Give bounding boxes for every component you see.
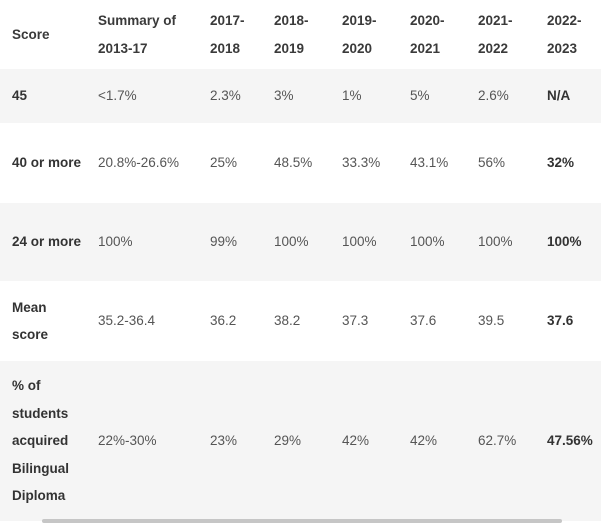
table-cell: 35.2-36.4 bbox=[98, 313, 156, 329]
table-cell: 2.3% bbox=[210, 88, 241, 104]
row-label: Mean score bbox=[12, 299, 49, 343]
column-header-2020-2021: 2020-2021 bbox=[410, 13, 445, 56]
column-header-2019-2020: 2019-2020 bbox=[342, 13, 377, 56]
table-cell: 37.6 bbox=[547, 313, 574, 329]
table-cell: 5% bbox=[410, 88, 430, 104]
table-cell: <1.7% bbox=[98, 88, 137, 104]
horizontal-scrollbar[interactable] bbox=[42, 519, 562, 523]
table-cell: 29% bbox=[274, 433, 302, 449]
table-cell: 22%-30% bbox=[98, 433, 157, 449]
table-cell: 42% bbox=[410, 433, 438, 449]
table-cell: 99% bbox=[210, 234, 238, 250]
row-label: % of students acquired Bilingual Diploma bbox=[12, 378, 69, 504]
table-cell: 62.7% bbox=[478, 433, 517, 449]
table-cell: 100% bbox=[98, 234, 133, 250]
column-header-score: Score bbox=[12, 26, 50, 42]
table-cell: 23% bbox=[210, 433, 238, 449]
table-cell: 37.6 bbox=[410, 313, 437, 329]
table-cell: 43.1% bbox=[410, 155, 449, 171]
table-cell: 36.2 bbox=[210, 313, 237, 329]
table-cell: 56% bbox=[478, 155, 506, 171]
table-cell: 100% bbox=[274, 234, 309, 250]
table-cell: 39.5 bbox=[478, 313, 505, 329]
table-cell: 100% bbox=[547, 234, 582, 250]
table-cell: 100% bbox=[342, 234, 377, 250]
row-label: 24 or more bbox=[12, 234, 82, 250]
column-header-2018-2019: 2018-2019 bbox=[274, 13, 309, 56]
table-cell: 1% bbox=[342, 88, 362, 104]
row-label: 45 bbox=[12, 88, 28, 104]
table-cell: 100% bbox=[410, 234, 445, 250]
column-header-2021-2022: 2021-2022 bbox=[478, 13, 513, 56]
table-row: 45 <1.7% 2.3% 3% 1% 5% 2.6% N/A bbox=[0, 69, 601, 123]
table-cell: 32% bbox=[547, 155, 575, 171]
table-row: 24 or more 100% 99% 100% 100% 100% 100% … bbox=[0, 203, 601, 281]
table-cell: 33.3% bbox=[342, 155, 381, 171]
table-row: % of students acquired Bilingual Diploma… bbox=[0, 361, 601, 521]
table-row: 40 or more 20.8%-26.6% 25% 48.5% 33.3% 4… bbox=[0, 123, 601, 203]
table-cell: 20.8%-26.6% bbox=[98, 155, 180, 171]
table-header-row: Score Summary of 2013-17 2017-2018 2018-… bbox=[0, 0, 601, 69]
table-cell: 38.2 bbox=[274, 313, 301, 329]
table-cell: 3% bbox=[274, 88, 294, 104]
row-label: 40 or more bbox=[12, 155, 82, 171]
table-cell: 100% bbox=[478, 234, 513, 250]
table-cell: 37.3 bbox=[342, 313, 369, 329]
column-header-2022-2023: 2022-2023 bbox=[547, 13, 582, 56]
column-header-summary: Summary of 2013-17 bbox=[98, 13, 177, 56]
table-cell: 25% bbox=[210, 155, 238, 171]
table-cell: 42% bbox=[342, 433, 370, 449]
table-cell: N/A bbox=[547, 88, 571, 104]
column-header-2017-2018: 2017-2018 bbox=[210, 13, 245, 56]
table-cell: 2.6% bbox=[478, 88, 509, 104]
table-cell: 47.56% bbox=[547, 433, 593, 449]
table-cell: 48.5% bbox=[274, 155, 313, 171]
table-row: Mean score 35.2-36.4 36.2 38.2 37.3 37.6… bbox=[0, 281, 601, 361]
